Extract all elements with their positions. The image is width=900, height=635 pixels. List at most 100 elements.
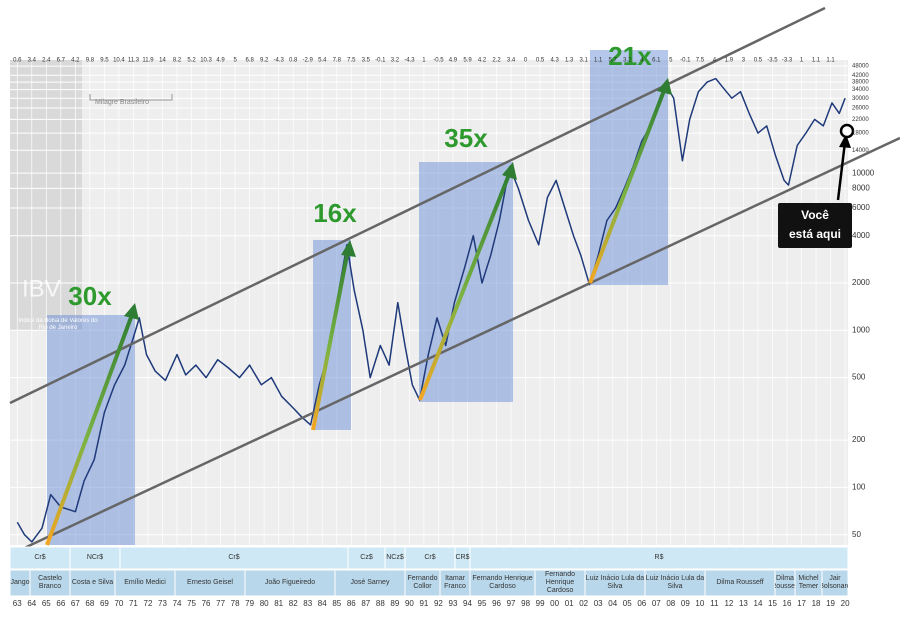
bar-cell [821,569,849,597]
gdp-growth-label: 3.5 [362,58,371,64]
gdp-growth-label: 1.1 [812,58,821,64]
x-tick-label: 17 [797,599,806,608]
x-tick-label: 71 [129,599,138,608]
x-tick-label: 78 [231,599,240,608]
bar-cell [469,569,536,597]
bar-cell-text: Dilma Rousseff [775,575,795,590]
x-tick-label: 98 [521,599,530,608]
bar-cell-text: Cr$ [228,554,240,561]
bar-cell-label: Ernesto Geisel [187,579,233,586]
gdp-growth-label: 3.1 [580,58,589,64]
x-tick-label: 14 [754,599,763,608]
bar-cell-text: Cz$ [360,554,373,561]
gdp-growth-label: -3.3 [782,58,793,64]
bar-cell-text: NCz$ [386,554,404,561]
bar-cell [29,569,71,597]
bar-cell-label: R$ [655,554,664,561]
x-tick-label: 12 [724,599,733,608]
bar-cell-text: Luiz Inácio Lula da Silva [585,575,645,590]
gdp-growth-label: 1 [422,58,426,64]
gdp-growth-label: 8.2 [173,58,182,64]
x-tick-label: 89 [390,599,399,608]
gdp-growth-label: 6.8 [245,58,254,64]
y-tick-label: 4000 [852,231,870,240]
bar-cell [404,569,441,597]
bar-cell-label: Dilma Rousseff [775,575,795,590]
bar-cell-label: Cr$ [228,554,240,561]
bar-cell-text: Fernando Henrique Cardoso [472,575,533,590]
bar-cell-label: NCr$ [86,554,104,561]
x-tick-label: 13 [739,599,748,608]
x-tick-label: 64 [27,599,36,608]
callout-text: está aqui [789,227,841,241]
bar-cell-label: Fernando Henrique Cardoso [472,575,533,590]
channel [9,6,900,552]
x-tick-label: 97 [507,599,516,608]
gdp-growth-label: 4.3 [550,58,559,64]
x-tick-label: 81 [274,599,283,608]
y-tick-label: 1000 [852,325,870,334]
y-tick-label: 50 [852,530,861,539]
arrow [588,87,667,284]
bar-cell-label: CR$ [455,554,469,561]
x-tick-label: 86 [347,599,356,608]
gdp-growth-label: 5.9 [463,58,472,64]
x-tick-label: 06 [637,599,646,608]
gain-label: 30x [68,281,112,311]
gdp-growth-label: 4 [640,58,644,64]
gdp-growth-label: 3.4 [28,58,37,64]
gain-label: 16x [313,198,357,228]
x-tick-label: 72 [144,599,153,608]
bar-cell-text: Costa e Silva [71,579,114,586]
x-tick-label: 83 [303,599,312,608]
gdp-growth-label: 14 [159,58,166,64]
bar-cell-label: Castelo Branco [38,575,62,590]
bar-cell-label: Jango [10,579,29,586]
milagre-label: Milagre Brasileiro [95,99,149,106]
bar-cell-label: Cz$ [360,554,373,561]
gdp-growth-label: 10.3 [200,58,212,64]
y-tick-label: 30000 [852,96,869,102]
callout-box [778,203,852,248]
bar-cell-label: José Sarney [350,579,390,586]
y-tick-label: 500 [852,373,866,382]
gdp-growth-label: 5.2 [187,58,196,64]
bar-cell-text: Emílio Medici [124,579,166,586]
bar-cell-label: Itamar Franco [444,575,466,590]
callout-arrow [836,141,847,201]
x-tick-label: 96 [492,599,501,608]
gdp-growth-label: 4.2 [478,58,487,64]
gdp-growth-label: -0.5 [433,58,444,64]
x-tick-label: 84 [318,599,327,608]
y-tick-label: 14000 [852,148,869,154]
plot-background [10,60,848,545]
x-tick-label: 08 [666,599,675,608]
x-tick-label: 20 [841,599,850,608]
bar-cell [114,569,176,597]
bar-cell [644,569,706,597]
gdp-growth-label: -0.1 [680,58,691,64]
x-tick-label: 67 [71,599,80,608]
x-tick-label: 03 [594,599,603,608]
bar-cell-label: Michel Temer [798,575,818,590]
x-tick-label: 91 [419,599,428,608]
bar-cell-text: NCr$ [86,554,104,561]
gdp-growth-label: 1.3 [565,58,574,64]
y-tick-label: 26000 [852,106,869,112]
milagre-bracket [89,94,173,101]
gdp-growth-label: 3.4 [507,58,516,64]
gdp-growth-label: 4.9 [216,58,225,64]
x-tick-label: 76 [202,599,211,608]
current-marker [839,123,855,139]
y-tick-label: 8000 [852,184,870,193]
x-tick-label: 94 [463,599,472,608]
gdp-growth-label: 0.5 [754,58,763,64]
channel-line [9,6,826,405]
arrow-head [502,162,517,180]
x-tick-label: 77 [216,599,225,608]
bar-cell-text: José Sarney [350,579,390,586]
gdp-growth-label: 1.9 [725,58,734,64]
bar-cell [469,546,849,570]
y-tick-label: 18000 [852,131,869,137]
